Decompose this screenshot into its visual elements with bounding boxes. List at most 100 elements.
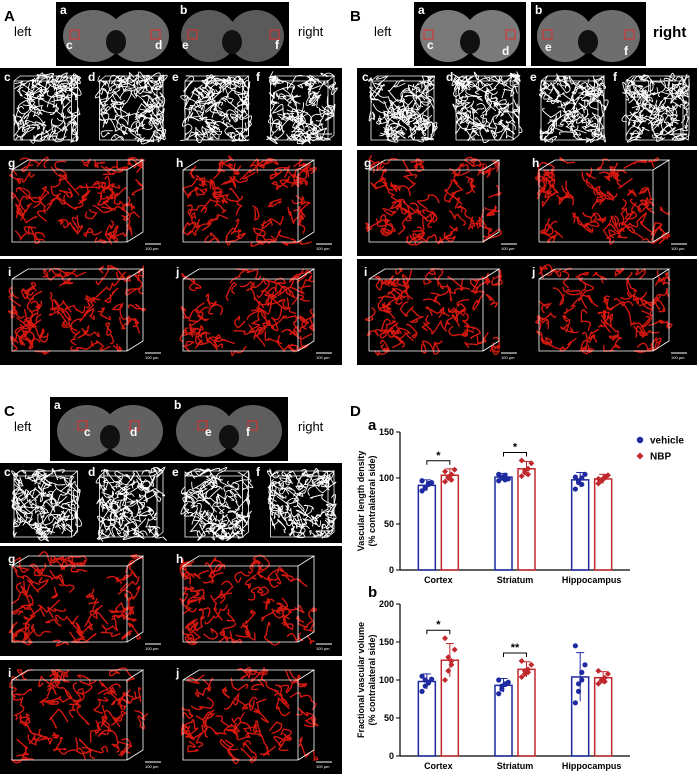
vessel-box xyxy=(535,264,673,355)
sub-label-f-brain: f xyxy=(246,425,250,439)
vessel-box xyxy=(11,468,83,542)
vessel-box xyxy=(364,267,503,356)
bar-vehicle-hippocampus xyxy=(570,479,590,571)
sub-label-i: i xyxy=(8,666,12,680)
data-point xyxy=(595,480,602,487)
sub-label-a: a xyxy=(418,3,425,17)
chart-b-label: b xyxy=(368,584,378,601)
red-vessel-boxes: 100 μm 100 μm xyxy=(365,155,687,251)
data-point xyxy=(422,485,428,491)
sub-label-f: f xyxy=(256,465,260,479)
data-point xyxy=(445,474,452,481)
brain-slice-image xyxy=(63,10,169,62)
significance-marker: ** xyxy=(511,642,520,654)
x-tick-label: Cortex xyxy=(424,575,453,585)
bar-vehicle-striatum xyxy=(494,476,513,571)
data-point xyxy=(442,677,449,683)
data-point xyxy=(518,473,525,480)
vessel-box xyxy=(9,667,149,764)
sub-label-b: b xyxy=(174,398,182,412)
data-point xyxy=(575,681,582,687)
data-point xyxy=(442,478,449,485)
data-point xyxy=(528,460,535,467)
sub-label-d-brain: d xyxy=(155,38,163,52)
red-vessel-boxes: 100 μm 100 μm xyxy=(7,265,332,360)
data-point xyxy=(525,465,532,472)
legend-marker-nbp xyxy=(636,452,644,460)
vessel-box xyxy=(265,71,338,145)
data-point xyxy=(419,478,425,484)
data-point xyxy=(595,475,602,482)
sub-label-c-brain: c xyxy=(84,425,91,439)
scale-bar-label: 100 μm xyxy=(316,764,330,769)
scale-bar-label: 100 μm xyxy=(145,355,159,360)
panel-letter-C: C xyxy=(4,403,15,420)
sub-label-i: i xyxy=(8,265,12,279)
vessel-box xyxy=(179,554,318,646)
scale-bar-label: 100 μm xyxy=(316,533,330,538)
white-vessel-boxes: 100 μm xyxy=(368,71,691,143)
vessel-box xyxy=(451,71,523,143)
data-point xyxy=(521,670,528,677)
scale-bar-label: 100 μm xyxy=(145,646,159,651)
vessel-box xyxy=(365,155,502,246)
bar-nbp-hippocampus xyxy=(593,676,613,757)
data-point xyxy=(575,478,582,484)
vessel-box xyxy=(94,71,168,145)
brain-slice-image xyxy=(176,405,282,457)
data-point xyxy=(451,646,458,653)
scale-bar-label: 100 μm xyxy=(145,246,159,251)
sub-label-a: a xyxy=(54,398,61,412)
brain-slice-image xyxy=(537,10,640,62)
vessel-box xyxy=(182,155,317,247)
significance-marker: * xyxy=(436,450,441,462)
vessel-box xyxy=(180,666,319,765)
sub-label-f: f xyxy=(256,70,260,84)
data-point xyxy=(582,471,588,477)
panel-C-right-label: right xyxy=(298,419,324,434)
y-axis-label: Fractional vascular volume xyxy=(356,622,366,738)
y-tick-label: 200 xyxy=(379,599,394,609)
panel-A-left-label: left xyxy=(14,24,32,39)
sub-label-b: b xyxy=(180,3,188,17)
data-point xyxy=(575,688,582,694)
white-vessel-boxes: 100 μm xyxy=(11,466,337,542)
bar-nbp-hippocampus xyxy=(593,478,613,571)
sub-label-e: e xyxy=(172,465,179,479)
y-tick-label: 0 xyxy=(389,565,394,575)
sub-label-d: d xyxy=(88,70,96,84)
red-vessel-boxes: 100 μm 100 μm xyxy=(9,666,332,769)
x-tick-label: Cortex xyxy=(424,761,453,771)
panel-A-white-row: 100 μm xyxy=(0,68,342,146)
data-point xyxy=(445,667,452,674)
scale-bar-label: 100 μm xyxy=(501,355,515,360)
data-point xyxy=(595,680,602,687)
data-point xyxy=(582,662,588,668)
x-tick-label: Hippocampus xyxy=(562,575,622,585)
sub-label-f-brain: f xyxy=(624,44,628,58)
panel-B-red-row-1: 100 μm 100 μm xyxy=(357,150,697,256)
sub-label-g: g xyxy=(8,156,16,170)
sub-label-h: h xyxy=(176,156,184,170)
significance-bracket xyxy=(426,460,451,465)
data-point xyxy=(572,700,578,706)
scale-bar-label: 100 μm xyxy=(671,355,685,360)
y-axis-label: Vascular length density xyxy=(356,451,366,552)
brain-slice-image xyxy=(420,10,520,62)
scale-bar-label: 100 μm xyxy=(501,246,515,251)
vessel-box xyxy=(7,265,147,355)
data-point xyxy=(448,476,455,483)
vessel-box xyxy=(621,72,691,143)
y-tick-label: 150 xyxy=(379,427,394,437)
white-vessel-boxes: 100 μm xyxy=(12,71,338,145)
data-point xyxy=(528,661,535,668)
vessel-box xyxy=(95,466,167,542)
data-point xyxy=(525,666,532,673)
legend-label: NBP xyxy=(650,452,671,463)
significance-bracket xyxy=(426,629,451,635)
data-point xyxy=(419,673,425,679)
panel-A-red-row-1: 100 μm 100 μm xyxy=(0,150,342,256)
data-point xyxy=(451,466,458,473)
vessel-box xyxy=(8,551,145,647)
data-point xyxy=(496,691,502,697)
